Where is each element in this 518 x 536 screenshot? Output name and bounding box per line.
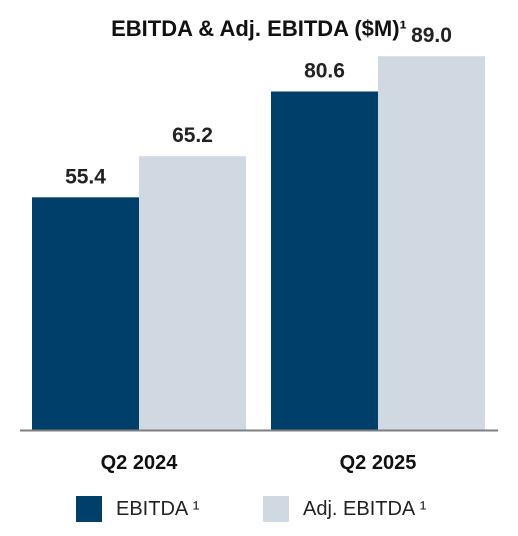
chart-title: EBITDA & Adj. EBITDA ($M)¹: [111, 16, 407, 41]
x-tick-label-2: Q2 2025: [340, 452, 417, 474]
data-label-ebitda-2: 80.6: [304, 59, 345, 82]
legend-label-ebitda: EBITDA ¹: [116, 498, 200, 520]
bar-ebitda-2: [271, 91, 378, 430]
bar-ebitda-1: [32, 197, 139, 430]
legend: EBITDA ¹ Adj. EBITDA ¹: [0, 494, 518, 524]
legend-swatch-ebitda: [76, 496, 102, 522]
bar-adj-ebitda-1: [139, 156, 246, 430]
x-tick-label-1: Q2 2024: [101, 452, 179, 474]
data-label-ebitda-1: 55.4: [65, 165, 106, 188]
bar-adj-ebitda-2: [378, 56, 485, 430]
data-label-adj-ebitda-2: 89.0: [411, 24, 452, 47]
legend-swatch-adj-ebitda: [263, 496, 289, 522]
data-label-adj-ebitda-1: 65.2: [172, 124, 213, 147]
legend-label-adj-ebitda: Adj. EBITDA ¹: [303, 498, 427, 520]
